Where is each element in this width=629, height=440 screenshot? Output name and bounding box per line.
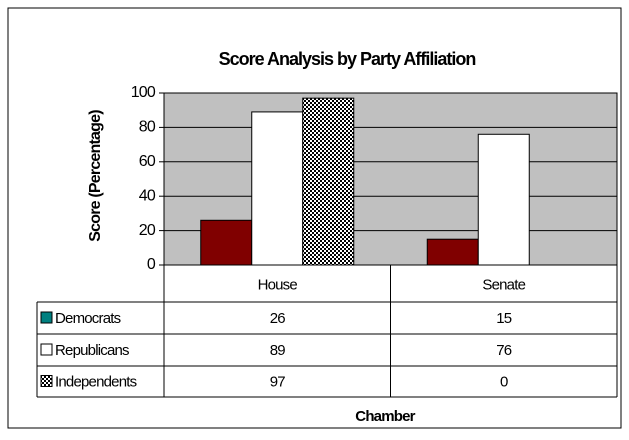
table-value: 0: [500, 373, 508, 390]
table-value: 26: [270, 310, 286, 327]
y-tick-label: 100: [131, 84, 156, 101]
y-tick-label: 40: [139, 187, 156, 204]
y-tick-label: 20: [139, 222, 156, 239]
legend-label: Republicans: [55, 342, 129, 359]
bar: [426, 238, 479, 266]
x-tick-label: Senate: [482, 276, 525, 293]
legend-key: [40, 375, 53, 387]
x-axis-label: Chamber: [355, 408, 415, 425]
bar: [302, 97, 355, 266]
legend-key: [40, 311, 53, 324]
legend-key: [40, 343, 53, 356]
table-value: 89: [270, 342, 286, 359]
y-tick-label: 80: [139, 119, 156, 136]
bar: [477, 133, 530, 266]
bar: [251, 111, 304, 266]
x-tick-label: House: [258, 276, 298, 293]
y-tick-label: 0: [147, 256, 156, 273]
y-tick-label: 60: [139, 153, 156, 170]
bar: [200, 219, 253, 266]
chart-title: Score Analysis by Party Affiliation: [219, 49, 476, 69]
legend-label: Democrats: [55, 310, 121, 327]
legend-label: Independents: [55, 373, 137, 390]
table-value: 15: [496, 310, 512, 327]
table-value: 76: [496, 342, 512, 359]
y-axis-label: Score (Percentage): [87, 110, 104, 242]
table-value: 97: [270, 373, 286, 390]
